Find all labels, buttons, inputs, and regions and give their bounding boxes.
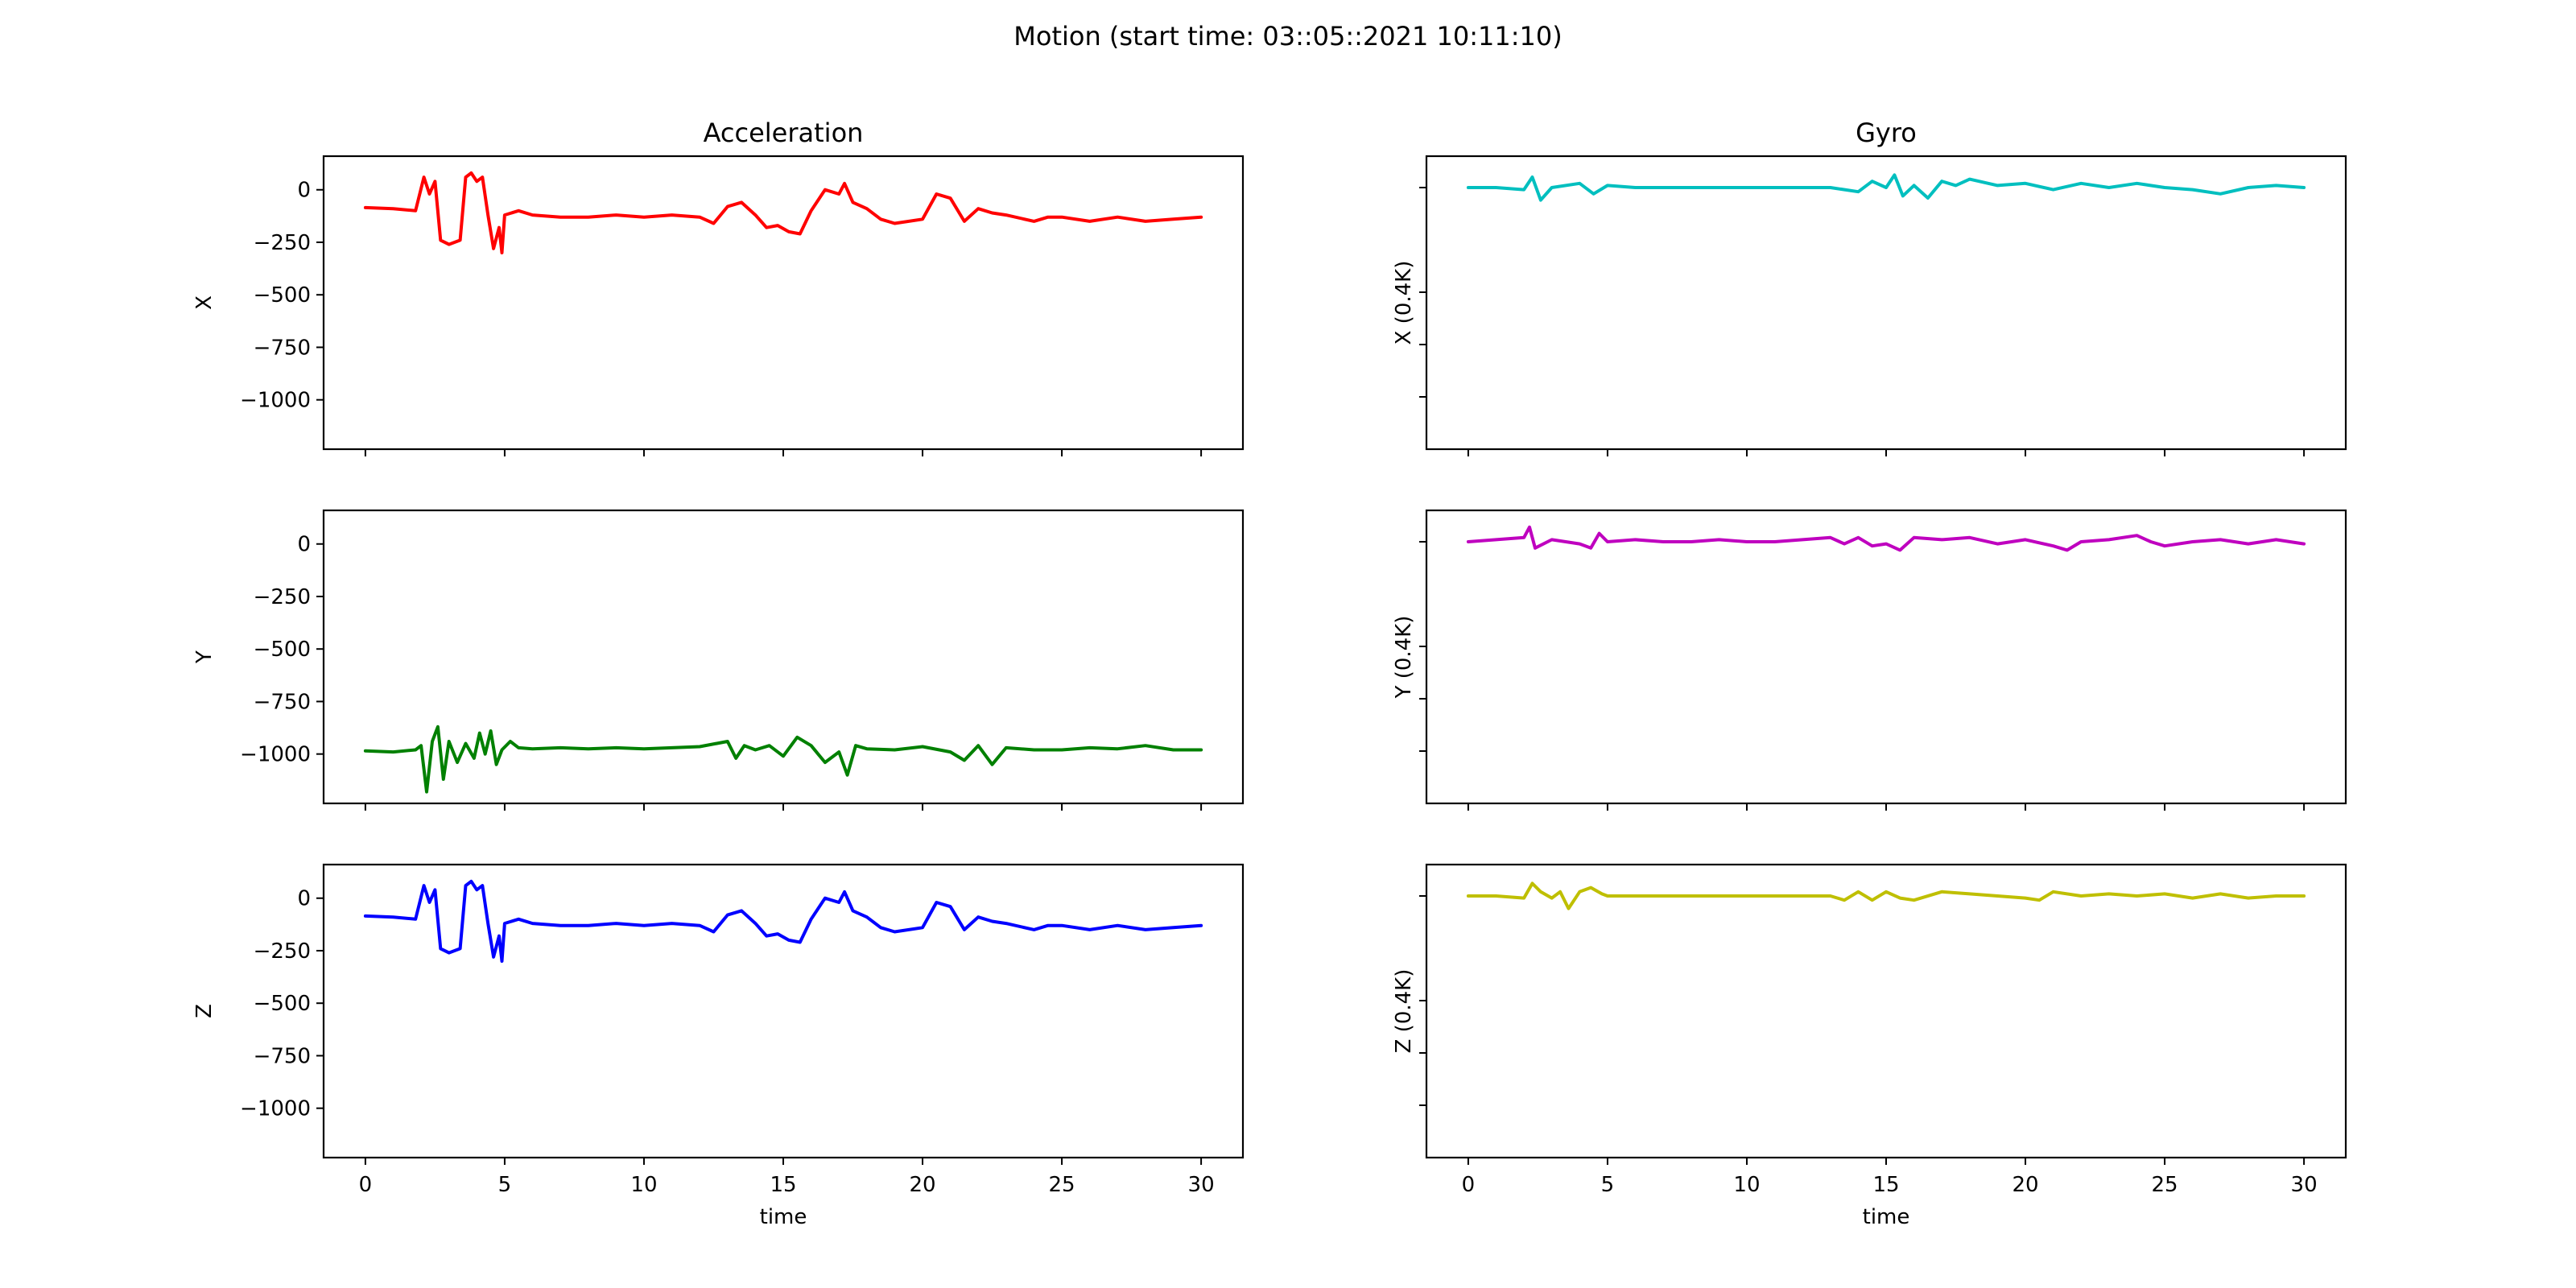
subplot-gyro-z: 0 5 10 15 20 25 30 Z (0.4K) time bbox=[1392, 863, 2347, 1229]
subplot-acc-y: 0 −250 −500 −750 −1000 Y bbox=[192, 509, 1245, 811]
axes-frame bbox=[322, 863, 1245, 1159]
x-tick-label: 0 bbox=[359, 1173, 373, 1197]
series-line-acc-z bbox=[363, 879, 1203, 963]
x-axis-label: time bbox=[760, 1205, 807, 1229]
x-tick-label: 30 bbox=[2291, 1173, 2318, 1197]
figure-title: Motion (start time: 03::05::2021 10:11:1… bbox=[1013, 21, 1562, 52]
y-tick-label: −750 bbox=[254, 336, 311, 360]
subplot-gyro-y: Y (0.4K) bbox=[1392, 509, 2347, 811]
column-title: Gyro bbox=[1856, 118, 1917, 148]
series-line-acc-x bbox=[363, 171, 1203, 254]
x-tick-label: 5 bbox=[1601, 1173, 1615, 1197]
x-tick-label: 5 bbox=[498, 1173, 512, 1197]
y-tick-label: −500 bbox=[254, 638, 311, 662]
axes-frame bbox=[322, 155, 1245, 451]
series-line-gyro-z bbox=[1466, 881, 2306, 910]
x-tick-label: 15 bbox=[770, 1173, 796, 1197]
x-axis-label: time bbox=[1863, 1205, 1910, 1229]
y-axis-label: Z (0.4K) bbox=[1392, 969, 1416, 1054]
y-tick-label: −750 bbox=[254, 1044, 311, 1068]
x-tick-label: 20 bbox=[2012, 1173, 2038, 1197]
y-tick-label: −250 bbox=[254, 939, 311, 964]
x-tick-label: 25 bbox=[1049, 1173, 1075, 1197]
y-tick-label: −250 bbox=[254, 231, 311, 255]
y-tick-label: −250 bbox=[254, 585, 311, 609]
y-tick-label: 0 bbox=[297, 533, 311, 557]
column-title: Acceleration bbox=[704, 118, 864, 148]
y-axis-label: Y bbox=[192, 650, 217, 664]
y-tick-label: 0 bbox=[297, 179, 311, 203]
x-tick-label: 10 bbox=[630, 1173, 657, 1197]
y-tick-label: −1000 bbox=[240, 743, 311, 767]
y-axis-label: Y (0.4K) bbox=[1392, 616, 1416, 700]
y-axis-label: X bbox=[192, 295, 217, 310]
y-tick-label: −750 bbox=[254, 690, 311, 714]
axes-frame bbox=[1425, 509, 2347, 805]
y-tick-label: −1000 bbox=[240, 389, 311, 413]
y-tick-label: −500 bbox=[254, 992, 311, 1016]
subplots-grid: Acceleration 0 −250 −500 −750 −1000 X Gyro X (0.… bbox=[192, 118, 2347, 1229]
x-tick-label: 25 bbox=[2152, 1173, 2178, 1197]
x-tick-label: 10 bbox=[1733, 1173, 1760, 1197]
x-tick-label: 30 bbox=[1188, 1173, 1215, 1197]
subplot-acc-x: Acceleration 0 −250 −500 −750 −1000 X bbox=[192, 118, 1245, 456]
x-tick-label: 0 bbox=[1462, 1173, 1476, 1197]
series-line-gyro-y bbox=[1466, 525, 2306, 552]
x-tick-label: 20 bbox=[909, 1173, 935, 1197]
subplot-gyro-x: Gyro X (0.4K) bbox=[1392, 118, 2347, 456]
y-tick-label: −1000 bbox=[240, 1097, 311, 1121]
axes-frame bbox=[322, 509, 1245, 805]
y-axis-label: X (0.4K) bbox=[1392, 261, 1416, 345]
y-tick-label: 0 bbox=[297, 887, 311, 911]
series-line-acc-y bbox=[363, 724, 1203, 794]
axes-frame bbox=[1425, 863, 2347, 1159]
axes-frame bbox=[1425, 155, 2347, 451]
y-axis-label: Z bbox=[192, 1004, 217, 1018]
x-tick-label: 15 bbox=[1872, 1173, 1899, 1197]
y-tick-label: −500 bbox=[254, 283, 311, 308]
series-line-gyro-x bbox=[1466, 173, 2306, 202]
